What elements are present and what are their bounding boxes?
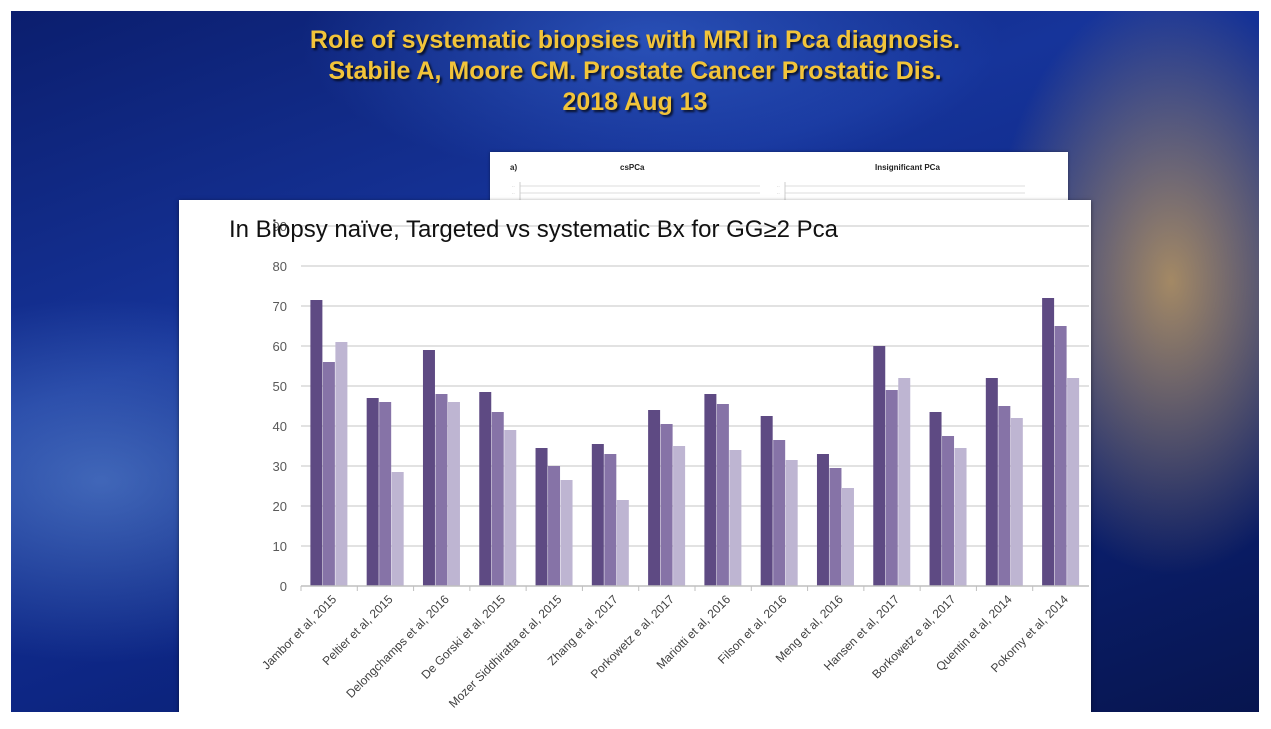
y-tick-label: 20 bbox=[273, 499, 287, 514]
panel-title-cspca: csPCa bbox=[620, 163, 645, 172]
bar bbox=[435, 394, 448, 586]
bar bbox=[491, 412, 504, 586]
bar bbox=[985, 378, 998, 586]
slide-title-line-3: 2018 Aug 13 bbox=[562, 88, 708, 116]
svg-text:··: ·· bbox=[777, 184, 780, 189]
bar bbox=[422, 350, 435, 586]
x-tick-label: Delongchamps et al, 2016 bbox=[343, 592, 452, 701]
bar bbox=[479, 392, 492, 586]
slide-title-line-2: Stabile A, Moore CM. Prostate Cancer Pro… bbox=[328, 57, 942, 85]
bar bbox=[447, 402, 460, 586]
bar bbox=[660, 424, 673, 586]
slide-title-line-1: Role of systematic biopsies with MRI in … bbox=[309, 26, 961, 54]
bar bbox=[873, 346, 886, 586]
y-tick-label: 0 bbox=[280, 579, 287, 594]
bar bbox=[560, 480, 573, 586]
bar bbox=[942, 436, 955, 586]
bar bbox=[391, 472, 404, 586]
bar bbox=[704, 394, 717, 586]
x-tick-label: Mozer Siddhiratta et al, 2015 bbox=[446, 592, 565, 711]
slide-title: Role of systematic biopsies with MRI in … bbox=[11, 25, 1259, 118]
bar bbox=[954, 448, 967, 586]
bar bbox=[929, 412, 942, 586]
svg-text:··: ·· bbox=[512, 184, 515, 189]
y-tick-label: 40 bbox=[273, 419, 287, 434]
y-tick-label: 80 bbox=[273, 259, 287, 274]
bar bbox=[548, 466, 561, 586]
bar bbox=[785, 460, 798, 586]
slide: Role of systematic biopsies with MRI in … bbox=[11, 11, 1259, 712]
bar bbox=[310, 300, 323, 586]
gridlines bbox=[301, 225, 1089, 547]
background-figure-axes: ·· ·· ·· ·· bbox=[512, 182, 1025, 210]
bar bbox=[604, 454, 617, 586]
bar bbox=[379, 402, 392, 586]
bar bbox=[829, 468, 842, 586]
bar bbox=[335, 342, 348, 586]
chart-title: In Biopsy naïve, Targeted vs systematic … bbox=[229, 216, 839, 243]
chart-card: 0 10 20 30 40 50 60 70 80 90 Jambor et al, 2015 Pe… bbox=[179, 200, 1091, 712]
bar bbox=[673, 446, 686, 586]
bar bbox=[1010, 418, 1023, 586]
bar bbox=[616, 500, 629, 586]
y-tick-label: 50 bbox=[273, 379, 287, 394]
bar bbox=[322, 362, 335, 586]
bar bbox=[716, 404, 729, 586]
y-tick-label: 10 bbox=[273, 539, 287, 554]
y-tick-label: 90 bbox=[273, 219, 287, 234]
bar bbox=[648, 410, 661, 586]
bar bbox=[898, 378, 911, 586]
y-tick-label: 70 bbox=[273, 299, 287, 314]
y-tick-label: 30 bbox=[273, 459, 287, 474]
bar bbox=[760, 416, 773, 586]
panel-letter: a) bbox=[510, 163, 518, 172]
bar bbox=[998, 406, 1011, 586]
panel-title-insignificant-pca: Insignificant PCa bbox=[875, 163, 940, 172]
bar bbox=[1054, 326, 1067, 586]
bar bbox=[816, 454, 829, 586]
svg-text:··: ·· bbox=[777, 191, 780, 196]
bar-chart: 0 10 20 30 40 50 60 70 80 90 Jambor et al, 2015Pe… bbox=[229, 216, 1089, 711]
bar bbox=[1042, 298, 1055, 586]
bar bbox=[591, 444, 604, 586]
bar bbox=[841, 488, 854, 586]
bar bbox=[535, 448, 548, 586]
bar bbox=[885, 390, 898, 586]
y-axis-ticks: 0 10 20 30 40 50 60 70 80 90 bbox=[273, 219, 287, 594]
bar bbox=[1067, 378, 1080, 586]
bar bbox=[504, 430, 517, 586]
bar bbox=[729, 450, 742, 586]
y-tick-label: 60 bbox=[273, 339, 287, 354]
svg-text:··: ·· bbox=[512, 191, 515, 196]
bar bbox=[773, 440, 786, 586]
x-axis bbox=[300, 585, 1089, 591]
bar bbox=[366, 398, 379, 586]
bars bbox=[310, 298, 1080, 586]
